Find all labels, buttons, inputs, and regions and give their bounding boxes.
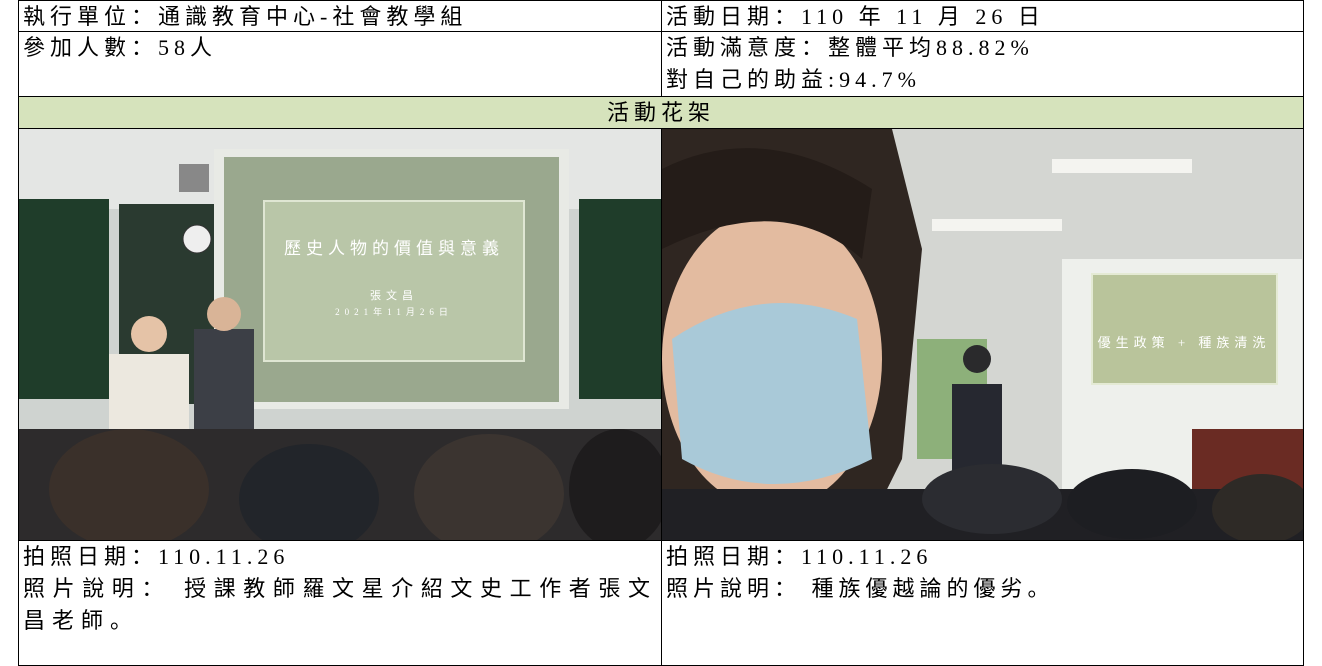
cell: 執行單位：通識教育中心-社會教學組 [18, 0, 662, 32]
benefit: 對自己的助益:94.7% [666, 64, 1299, 96]
section-title: 活動花架 [23, 97, 1299, 129]
cell: 參加人數：58人 [18, 31, 662, 97]
satisfaction: 活動滿意度：整體平均88.82% [666, 32, 1299, 64]
slide-text: 優生政策 + 種族清洗 [1098, 335, 1271, 350]
unit: 執行單位：通識教育中心-社會教學組 [23, 1, 657, 33]
photo-caption: 照片說明： 種族優越論的優劣。 [666, 573, 1299, 605]
report-table: 執行單位：通識教育中心-社會教學組 活動日期：110 年 11 月 26 日 參… [18, 0, 1304, 666]
date: 活動日期：110 年 11 月 26 日 [666, 1, 1299, 33]
section-header: 活動花架 [18, 96, 1304, 129]
photo-cell: 歷史人物的價值與意義 張文昌 2021年11月26日 [18, 128, 662, 541]
photo-date: 拍照日期：110.11.26 [23, 541, 657, 573]
cell: 活動滿意度：整體平均88.82%對自己的助益:94.7% [661, 31, 1304, 97]
photo-date: 拍照日期：110.11.26 [666, 541, 1299, 573]
slide-author: 張文昌 [370, 288, 418, 302]
photo-cell: 優生政策 + 種族清洗 [661, 128, 1304, 541]
page: 執行單位：通識教育中心-社會教學組 活動日期：110 年 11 月 26 日 參… [0, 0, 1322, 666]
participants: 參加人數：58人 [23, 32, 657, 64]
slide-date: 2021年11月26日 [335, 306, 453, 317]
photo: 優生政策 + 種族清洗 [662, 129, 1303, 540]
slide-title: 歷史人物的價值與意義 [284, 239, 504, 258]
photo-caption: 照片說明： 授課教師羅文星介紹文史工作者張文昌老師。 [23, 573, 657, 637]
photo: 歷史人物的價值與意義 張文昌 2021年11月26日 [19, 129, 661, 540]
cell: 活動日期：110 年 11 月 26 日 [661, 0, 1304, 32]
